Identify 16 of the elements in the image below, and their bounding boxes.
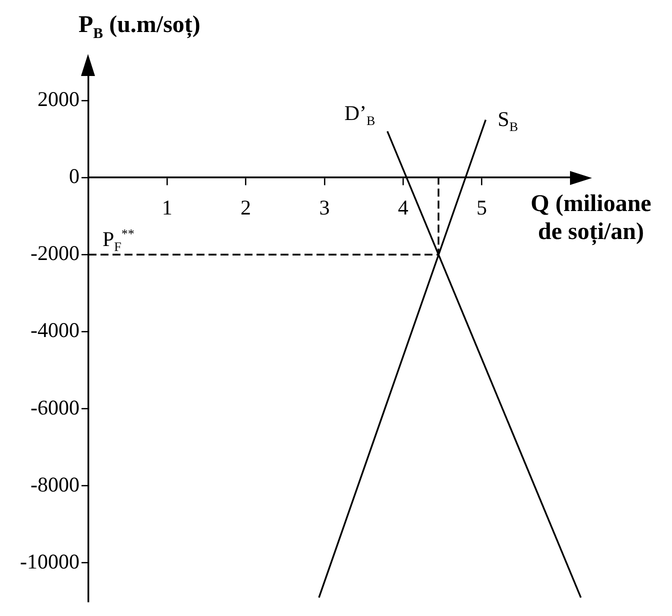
series-label: D’$_{B}$ bbox=[344, 101, 376, 129]
x-tick-label: 2 bbox=[240, 196, 252, 220]
x-tick-label: 3 bbox=[319, 196, 330, 220]
y-tick-label: -2000 bbox=[30, 241, 80, 266]
x-tick-label: 5 bbox=[476, 196, 488, 220]
y-tick-label: -8000 bbox=[30, 472, 80, 496]
y-tick-label: -10000 bbox=[20, 549, 80, 574]
y-tick-label: 0 bbox=[68, 164, 80, 188]
y-axis-title: P$_{B}$ (u.m/soț) bbox=[78, 12, 200, 42]
x-axis-title: Q (milioane de soți/an) bbox=[530, 190, 652, 248]
x-tick-label: 1 bbox=[162, 196, 172, 220]
y-tick-label: -4000 bbox=[30, 318, 80, 342]
y-tick-label: 2000 bbox=[37, 87, 80, 112]
y-tick-label: -6000 bbox=[30, 395, 80, 420]
x-tick-label: 4 bbox=[398, 196, 409, 220]
series-label: S$_{B}$ bbox=[498, 107, 518, 134]
